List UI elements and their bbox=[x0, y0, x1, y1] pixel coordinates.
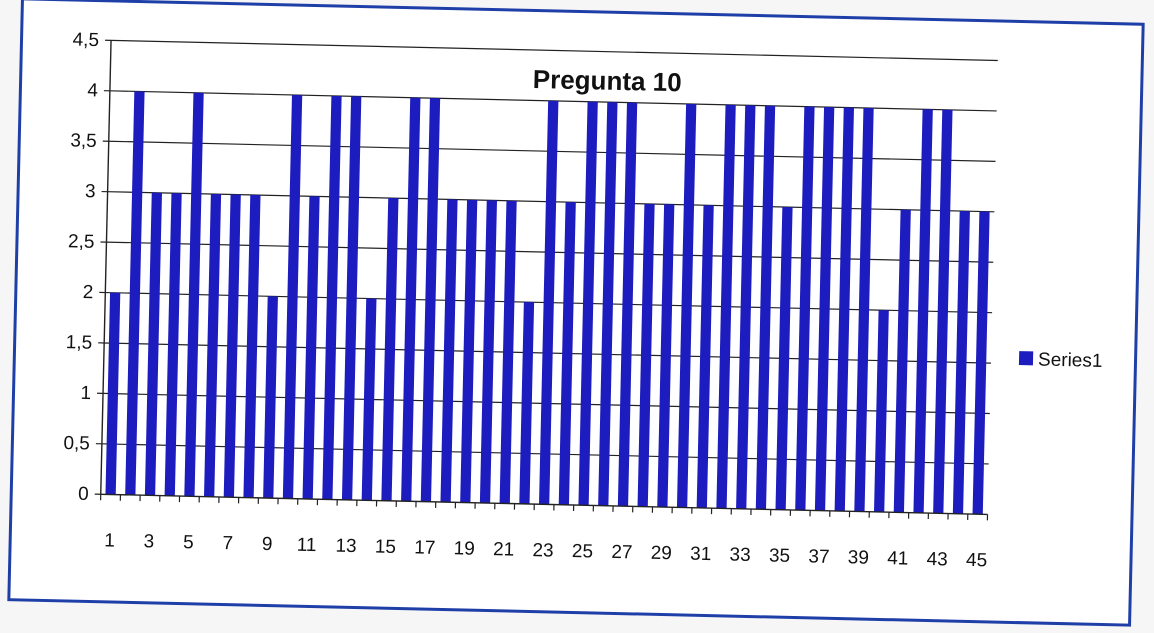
y-tick-label: 0 bbox=[78, 484, 89, 505]
legend: Series1 bbox=[1018, 349, 1103, 372]
bar bbox=[125, 91, 145, 496]
bar bbox=[736, 105, 756, 509]
bar bbox=[184, 92, 204, 497]
bar bbox=[263, 296, 278, 499]
bar bbox=[223, 194, 241, 498]
x-tick-label: 1 bbox=[104, 530, 115, 551]
gridline bbox=[111, 39, 998, 62]
x-tick-label: 35 bbox=[769, 545, 791, 566]
bar bbox=[913, 109, 933, 513]
bar bbox=[696, 205, 714, 509]
y-tick-label: 2,5 bbox=[68, 231, 95, 253]
bar bbox=[499, 200, 517, 504]
bar bbox=[795, 106, 815, 511]
bar bbox=[874, 310, 889, 513]
bar bbox=[854, 107, 874, 512]
y-tick-label: 1,5 bbox=[66, 332, 93, 354]
bar bbox=[164, 193, 182, 496]
x-tick-label: 29 bbox=[651, 543, 673, 564]
bar bbox=[460, 199, 478, 503]
x-tick-label: 33 bbox=[729, 545, 751, 566]
y-tick-label: 2 bbox=[82, 282, 93, 303]
bars bbox=[105, 91, 990, 515]
y-tick-label: 0,5 bbox=[63, 433, 90, 455]
x-tick-label: 37 bbox=[808, 546, 830, 567]
x-tick-label: 41 bbox=[887, 548, 909, 569]
bar bbox=[361, 298, 377, 501]
x-tick-label: 21 bbox=[493, 539, 515, 560]
chart-title: Pregunta 10 bbox=[533, 64, 682, 97]
x-tick-label: 45 bbox=[966, 550, 988, 571]
bar bbox=[637, 203, 655, 507]
y-axis-line bbox=[100, 40, 112, 495]
x-tick-label: 3 bbox=[143, 531, 154, 552]
legend-label: Series1 bbox=[1038, 349, 1103, 371]
bar bbox=[401, 97, 421, 502]
bar bbox=[558, 202, 576, 505]
x-tick-label: 7 bbox=[222, 533, 233, 554]
bar bbox=[144, 192, 162, 496]
bar bbox=[341, 96, 362, 500]
bar bbox=[598, 102, 618, 506]
chart-frame: 0 0,5 1 1,5 2 2,5 3 3,5 4 4,5 1 3 5 7 9 11 13 15 17 19 21 23 2… bbox=[7, 0, 1145, 627]
bar bbox=[775, 206, 793, 510]
bar bbox=[716, 104, 736, 509]
bar bbox=[676, 103, 697, 508]
bar bbox=[519, 302, 535, 504]
bar bbox=[539, 100, 559, 505]
bar bbox=[834, 107, 854, 512]
x-tick-label: 11 bbox=[297, 535, 317, 556]
x-tick-label: 9 bbox=[262, 534, 273, 555]
x-axis-line bbox=[100, 493, 988, 516]
x-tick-label: 31 bbox=[690, 544, 712, 565]
x-tick-label: 39 bbox=[848, 547, 870, 568]
x-tick-label: 15 bbox=[375, 536, 397, 557]
y-tick-label: 4,5 bbox=[72, 30, 99, 52]
bar bbox=[282, 94, 303, 499]
bar bbox=[302, 196, 320, 500]
bar bbox=[479, 200, 497, 504]
bar-chart: 00,511,522,533,544,51 3 5 7 9 11 13 15 17 19 21 23 2… bbox=[63, 30, 1103, 572]
y-tick-label: 1 bbox=[80, 383, 91, 404]
bar bbox=[381, 198, 399, 501]
y-tick-label: 4 bbox=[87, 80, 98, 101]
y-tick-label: 3 bbox=[85, 181, 96, 202]
bar bbox=[893, 209, 911, 513]
bar bbox=[322, 95, 342, 500]
x-tick-label: 19 bbox=[453, 538, 475, 559]
bar bbox=[578, 101, 598, 506]
x-tick-label: 27 bbox=[611, 542, 633, 563]
axes: 00,511,522,533,544,51 3 5 7 9 11 13 15 17 19 21 23 2… bbox=[63, 30, 989, 571]
x-tick-label: 13 bbox=[335, 536, 357, 557]
x-tick-label: 25 bbox=[572, 541, 594, 562]
bar bbox=[814, 107, 835, 511]
legend-swatch bbox=[1018, 351, 1034, 366]
bar bbox=[440, 199, 458, 503]
bar bbox=[617, 102, 638, 507]
bar bbox=[933, 109, 953, 514]
bar bbox=[420, 98, 441, 502]
x-tick-label: 17 bbox=[414, 537, 436, 558]
bar bbox=[952, 211, 970, 514]
x-tick-label: 5 bbox=[183, 532, 194, 553]
y-tick-label: 3,5 bbox=[70, 130, 97, 152]
x-tick-label: 23 bbox=[532, 540, 554, 561]
bar bbox=[972, 211, 990, 515]
bar bbox=[657, 204, 675, 508]
bar bbox=[755, 105, 776, 510]
bar bbox=[105, 292, 121, 495]
x-tick-label: 43 bbox=[926, 549, 948, 570]
bar bbox=[204, 194, 222, 497]
bar bbox=[243, 194, 261, 498]
